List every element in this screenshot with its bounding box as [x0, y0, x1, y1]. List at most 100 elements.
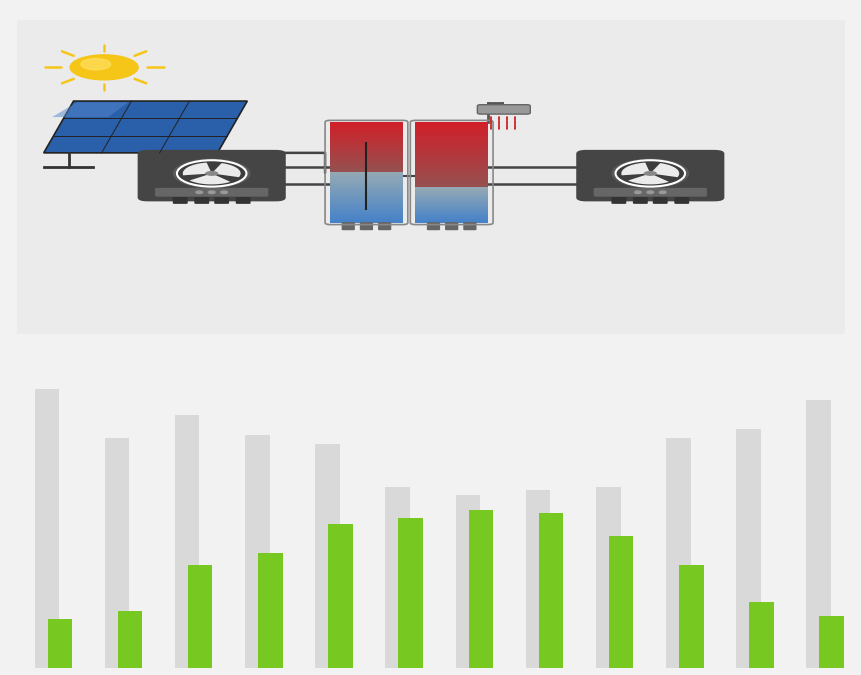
- FancyBboxPatch shape: [444, 222, 458, 230]
- Bar: [315, 443, 339, 668]
- FancyBboxPatch shape: [415, 194, 487, 196]
- FancyBboxPatch shape: [330, 194, 402, 196]
- Polygon shape: [628, 173, 668, 184]
- FancyBboxPatch shape: [330, 162, 402, 165]
- Bar: [34, 389, 59, 668]
- FancyBboxPatch shape: [341, 222, 355, 230]
- FancyBboxPatch shape: [415, 166, 487, 169]
- FancyBboxPatch shape: [330, 174, 402, 176]
- Bar: [806, 400, 830, 668]
- FancyBboxPatch shape: [415, 158, 487, 161]
- FancyBboxPatch shape: [415, 174, 487, 176]
- FancyBboxPatch shape: [415, 182, 487, 184]
- Circle shape: [615, 160, 684, 186]
- FancyBboxPatch shape: [415, 192, 487, 194]
- FancyBboxPatch shape: [415, 178, 487, 180]
- FancyBboxPatch shape: [172, 197, 188, 204]
- FancyBboxPatch shape: [415, 196, 487, 198]
- FancyBboxPatch shape: [330, 172, 402, 175]
- FancyBboxPatch shape: [330, 190, 402, 192]
- Circle shape: [81, 59, 110, 70]
- FancyBboxPatch shape: [415, 138, 487, 140]
- FancyBboxPatch shape: [330, 138, 402, 140]
- FancyBboxPatch shape: [330, 132, 402, 134]
- FancyBboxPatch shape: [593, 188, 706, 196]
- Circle shape: [647, 191, 653, 194]
- FancyBboxPatch shape: [415, 136, 487, 138]
- FancyBboxPatch shape: [415, 202, 487, 205]
- FancyBboxPatch shape: [330, 122, 402, 124]
- Bar: [595, 487, 620, 668]
- FancyBboxPatch shape: [415, 160, 487, 163]
- FancyBboxPatch shape: [235, 197, 251, 204]
- FancyBboxPatch shape: [330, 184, 402, 186]
- FancyBboxPatch shape: [330, 178, 402, 180]
- FancyBboxPatch shape: [415, 209, 487, 211]
- Polygon shape: [621, 163, 649, 176]
- Bar: [525, 489, 549, 668]
- FancyBboxPatch shape: [415, 176, 487, 178]
- Bar: [105, 438, 129, 668]
- FancyBboxPatch shape: [415, 122, 487, 124]
- Polygon shape: [189, 173, 230, 184]
- Circle shape: [634, 191, 641, 194]
- FancyBboxPatch shape: [330, 154, 402, 157]
- Bar: [455, 495, 480, 668]
- FancyBboxPatch shape: [330, 215, 402, 217]
- Circle shape: [195, 191, 202, 194]
- FancyBboxPatch shape: [330, 168, 402, 171]
- FancyBboxPatch shape: [214, 197, 229, 204]
- FancyBboxPatch shape: [610, 197, 626, 204]
- Bar: [257, 553, 282, 668]
- FancyBboxPatch shape: [415, 172, 487, 175]
- FancyBboxPatch shape: [415, 140, 487, 142]
- FancyBboxPatch shape: [330, 217, 402, 219]
- FancyBboxPatch shape: [415, 190, 487, 192]
- FancyBboxPatch shape: [415, 200, 487, 202]
- FancyBboxPatch shape: [415, 144, 487, 146]
- Bar: [748, 602, 773, 668]
- FancyBboxPatch shape: [415, 219, 487, 221]
- FancyBboxPatch shape: [330, 200, 402, 202]
- Polygon shape: [183, 163, 212, 176]
- Circle shape: [172, 159, 251, 188]
- FancyBboxPatch shape: [330, 158, 402, 161]
- FancyBboxPatch shape: [330, 144, 402, 146]
- FancyBboxPatch shape: [330, 126, 402, 128]
- Bar: [538, 513, 563, 668]
- Polygon shape: [649, 163, 678, 177]
- Bar: [468, 510, 492, 668]
- FancyBboxPatch shape: [330, 209, 402, 211]
- Bar: [328, 524, 352, 668]
- FancyBboxPatch shape: [330, 213, 402, 215]
- FancyBboxPatch shape: [155, 188, 268, 196]
- FancyBboxPatch shape: [415, 132, 487, 134]
- FancyBboxPatch shape: [415, 126, 487, 128]
- Bar: [47, 619, 72, 668]
- FancyBboxPatch shape: [415, 128, 487, 130]
- Circle shape: [208, 191, 214, 194]
- FancyBboxPatch shape: [415, 215, 487, 217]
- Bar: [819, 616, 843, 668]
- FancyBboxPatch shape: [477, 105, 530, 114]
- FancyBboxPatch shape: [415, 130, 487, 132]
- FancyBboxPatch shape: [415, 211, 487, 213]
- FancyBboxPatch shape: [415, 198, 487, 200]
- FancyBboxPatch shape: [415, 213, 487, 215]
- FancyBboxPatch shape: [359, 222, 373, 230]
- FancyBboxPatch shape: [415, 154, 487, 157]
- Bar: [666, 438, 690, 668]
- FancyBboxPatch shape: [330, 205, 402, 207]
- FancyBboxPatch shape: [330, 142, 402, 144]
- FancyBboxPatch shape: [415, 184, 487, 186]
- FancyBboxPatch shape: [194, 197, 209, 204]
- FancyBboxPatch shape: [415, 205, 487, 207]
- Bar: [188, 564, 212, 668]
- FancyBboxPatch shape: [330, 176, 402, 178]
- FancyBboxPatch shape: [415, 180, 487, 182]
- Bar: [245, 435, 269, 668]
- FancyBboxPatch shape: [426, 222, 440, 230]
- FancyBboxPatch shape: [330, 202, 402, 205]
- FancyBboxPatch shape: [330, 136, 402, 138]
- Bar: [385, 487, 410, 668]
